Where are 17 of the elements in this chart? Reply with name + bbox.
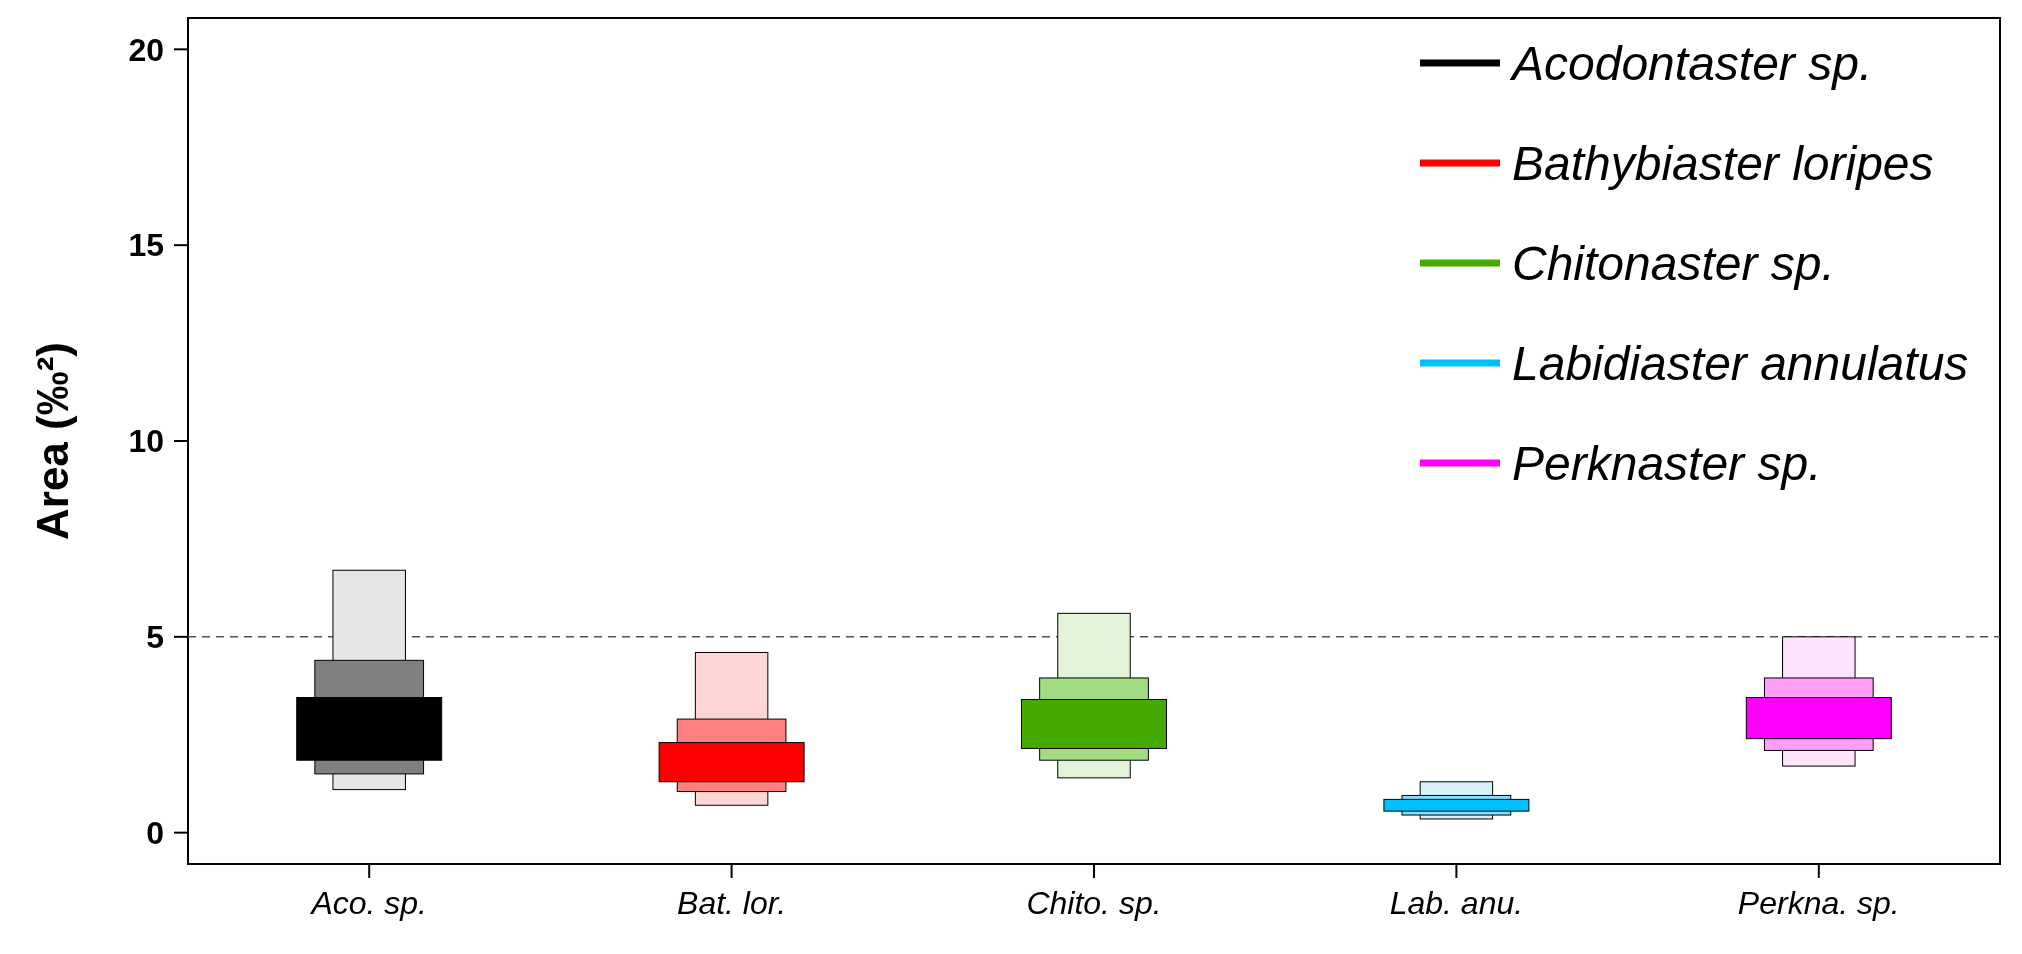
- y-tick-label: 20: [128, 31, 164, 68]
- y-axis-title: Area (‰²): [28, 341, 77, 541]
- x-tick-label: Bat. lor.: [677, 885, 787, 921]
- x-tick-label: Chito. sp.: [1026, 885, 1162, 921]
- x-tick-label: Perkna. sp.: [1737, 885, 1900, 921]
- annotation: Labidiaster annulatus: [1512, 336, 1969, 390]
- annotation: Chitonaster sp.: [1512, 236, 1835, 290]
- y-tick-label: 10: [128, 423, 164, 460]
- annotation: Bathybiaster loripes: [1512, 136, 1934, 190]
- annotation: Perknaster sp.: [1512, 436, 1822, 490]
- x-tick-label: Lab. anu.: [1389, 885, 1524, 921]
- bar: [1383, 798, 1530, 812]
- annotation: Acodontaster sp.: [1509, 36, 1873, 90]
- y-tick-label: 0: [146, 814, 164, 851]
- y-tick-label: 5: [146, 619, 164, 656]
- y-tick-label: 15: [128, 227, 164, 264]
- x-tick-label: Aco. sp.: [309, 885, 427, 921]
